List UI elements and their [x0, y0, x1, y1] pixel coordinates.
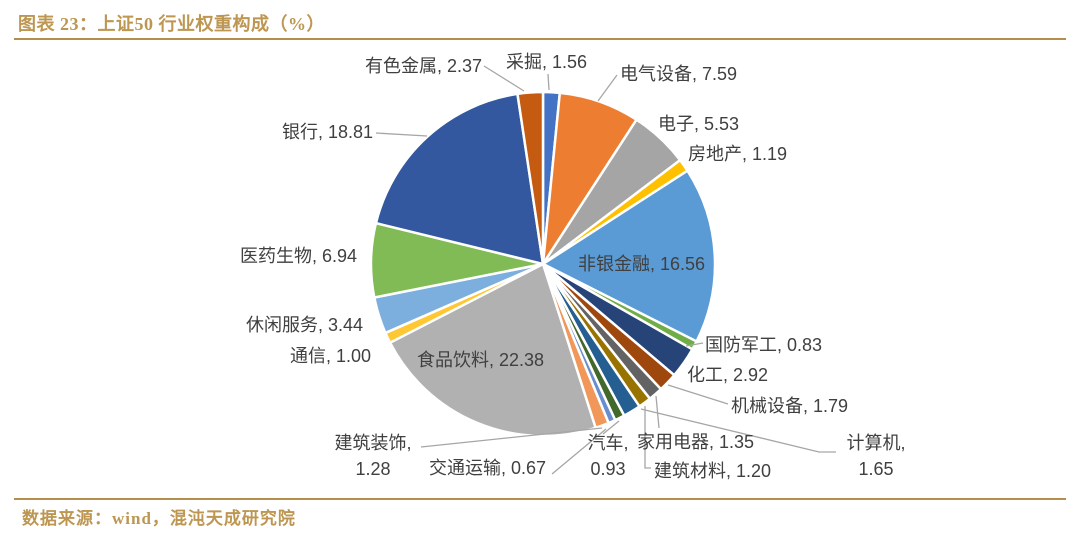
leader-line-交通运输 — [551, 428, 607, 475]
pie-slice-非银金融 — [541, 169, 717, 343]
data-source-note: 数据来源：wind，混沌天成研究院 — [22, 509, 296, 528]
leader-line-家用电器 — [655, 395, 660, 429]
chart-title: 图表 23：上证50 行业权重构成（%） — [18, 14, 325, 34]
leader-lines — [375, 65, 836, 475]
leader-line-建筑装饰 — [420, 427, 603, 448]
leader-line-建筑材料 — [644, 406, 651, 469]
leader-line-计算机 — [640, 408, 836, 453]
pie-slice-有色金属 — [516, 90, 545, 266]
title-underline — [14, 38, 1066, 40]
pie-slices — [369, 90, 717, 438]
leader-line-汽车 — [602, 420, 620, 435]
leader-line-有色金属 — [483, 65, 525, 92]
leader-line-电气设备 — [597, 74, 618, 102]
pie-slice-银行 — [374, 92, 545, 266]
pie-slice-食品饮料 — [388, 262, 597, 438]
footer-rule — [14, 498, 1066, 500]
leader-line-机械设备 — [667, 384, 729, 405]
leader-line-银行 — [375, 132, 428, 137]
leader-line-国防军工 — [685, 342, 704, 347]
leader-line-采掘 — [547, 73, 550, 91]
